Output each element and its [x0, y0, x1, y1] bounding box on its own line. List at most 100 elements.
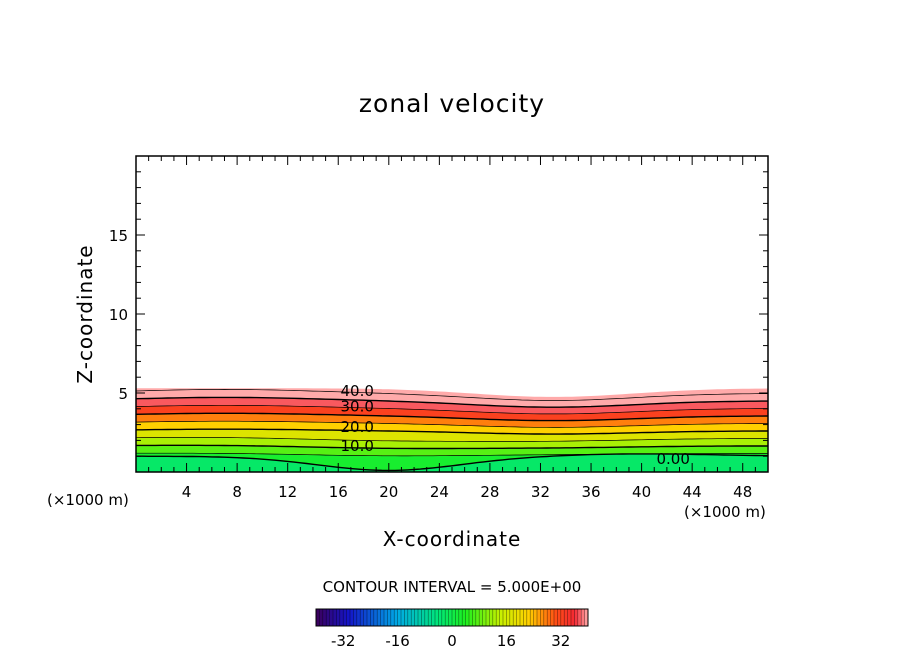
color-bar-cell: [547, 609, 551, 626]
contour-line: [136, 452, 768, 457]
x-tick-label: 48: [733, 483, 752, 501]
color-bar-cell: [346, 609, 351, 626]
x-tick-label: 4: [182, 483, 192, 501]
contour-band: [136, 453, 768, 472]
color-bar-cell: [319, 609, 324, 626]
color-bar-cell: [384, 609, 388, 626]
contour-line: [136, 444, 768, 450]
contour-band: [136, 389, 768, 408]
contour-label: 10.0: [340, 437, 373, 455]
chart-title: zonal velocity: [359, 89, 545, 118]
contour-lines: [136, 389, 768, 472]
y-axis-label: Z-coordinate: [73, 244, 97, 383]
color-bar-cell: [428, 609, 432, 626]
color-bar-cell: [401, 609, 405, 626]
color-bar-cell: [343, 609, 347, 626]
color-bar-cell: [523, 609, 528, 626]
x-tick-label: 44: [683, 483, 702, 501]
color-bar-cell: [472, 609, 477, 626]
color-bar-cell: [509, 609, 514, 626]
contour-line: [136, 389, 768, 401]
color-bar-cell: [441, 609, 446, 626]
color-bar-cell: [407, 609, 412, 626]
color-bar-cell: [526, 609, 531, 626]
contour-band: [136, 397, 768, 414]
x-tick-label: 20: [379, 483, 398, 501]
color-bar-cell: [469, 609, 473, 626]
contour-band: [136, 429, 768, 442]
contour-line: [136, 412, 768, 422]
contour-label: 0.00: [656, 450, 689, 468]
contour-line: [136, 396, 768, 408]
color-bar-cell: [339, 609, 344, 626]
color-bar-cell: [554, 609, 558, 626]
x-tick-label: 16: [329, 483, 348, 501]
color-bar-cell: [424, 609, 429, 626]
x-tick-label: 12: [278, 483, 297, 501]
color-bar-cell: [431, 609, 436, 626]
color-bar-tick-label: 0: [447, 632, 457, 650]
color-bar-cell: [560, 609, 565, 626]
color-bar-cell: [479, 609, 483, 626]
color-bar-cell: [353, 609, 358, 626]
y-tick-labels: 5 10 15: [109, 227, 128, 403]
color-bar-cell: [574, 609, 579, 626]
color-bar-cell: [370, 609, 375, 626]
color-bar-cell: [492, 609, 497, 626]
x-tick-label: 28: [480, 483, 499, 501]
color-bar-cell: [452, 609, 456, 626]
color-bar-cell: [435, 609, 439, 626]
color-bar-cell: [482, 609, 487, 626]
color-bar-cell: [543, 609, 548, 626]
color-bar-cell: [316, 609, 320, 626]
color-bar-cell: [530, 609, 534, 626]
x-unit-right: (×1000 m): [684, 503, 766, 521]
color-bar-cell: [513, 609, 517, 626]
color-bar-cell: [496, 609, 500, 626]
color-bar-cell: [503, 609, 507, 626]
color-bar-cell: [414, 609, 419, 626]
color-bar-cell: [326, 609, 330, 626]
color-bar-cell: [584, 609, 589, 626]
x-tick-label: 8: [232, 483, 242, 501]
color-bar-cell: [540, 609, 545, 626]
color-bar-cell: [367, 609, 371, 626]
color-bar-cell: [350, 609, 354, 626]
color-bar-cell: [455, 609, 460, 626]
color-bar-cell: [394, 609, 398, 626]
y-tick-label: 5: [118, 385, 128, 403]
color-bar-cell: [438, 609, 443, 626]
contour-label: 20.0: [340, 418, 373, 436]
color-bar-labels: -32 -16 0 16 32: [331, 632, 570, 650]
contour-band: [136, 437, 768, 449]
contour-fill: [136, 388, 768, 472]
x-axis-label: X-coordinate: [383, 527, 522, 551]
contour-labels: 40.030.0 20.010.0 0.00: [340, 382, 689, 468]
color-bar-cell: [448, 609, 453, 626]
color-bar-cell: [533, 609, 538, 626]
color-bar-cell: [465, 609, 470, 626]
y-tick-label: 15: [109, 227, 128, 245]
color-bar-cell: [506, 609, 511, 626]
color-bar-tick-label: 32: [551, 632, 570, 650]
color-bar-cell: [550, 609, 555, 626]
contour-line: [136, 420, 768, 428]
color-bar-cell: [404, 609, 409, 626]
x-unit-left: (×1000 m): [47, 491, 129, 509]
color-bar-tick-label: -16: [385, 632, 410, 650]
color-bar-cell: [360, 609, 364, 626]
color-bar-cell: [486, 609, 490, 626]
x-tick-label: 36: [581, 483, 600, 501]
x-tick-label: 32: [531, 483, 550, 501]
color-bar-cell: [322, 609, 327, 626]
color-bar-cell: [557, 609, 562, 626]
contour-band: [136, 388, 768, 401]
contour-interval-label: CONTOUR INTERVAL = 5.000E+00: [323, 578, 582, 596]
x-tick-label: 40: [632, 483, 651, 501]
color-bar-cell: [363, 609, 368, 626]
y-tick-label: 10: [109, 306, 128, 324]
color-bar-cell: [458, 609, 463, 626]
contour-band: [136, 421, 768, 435]
color-bar-tick-label: -32: [331, 632, 356, 650]
